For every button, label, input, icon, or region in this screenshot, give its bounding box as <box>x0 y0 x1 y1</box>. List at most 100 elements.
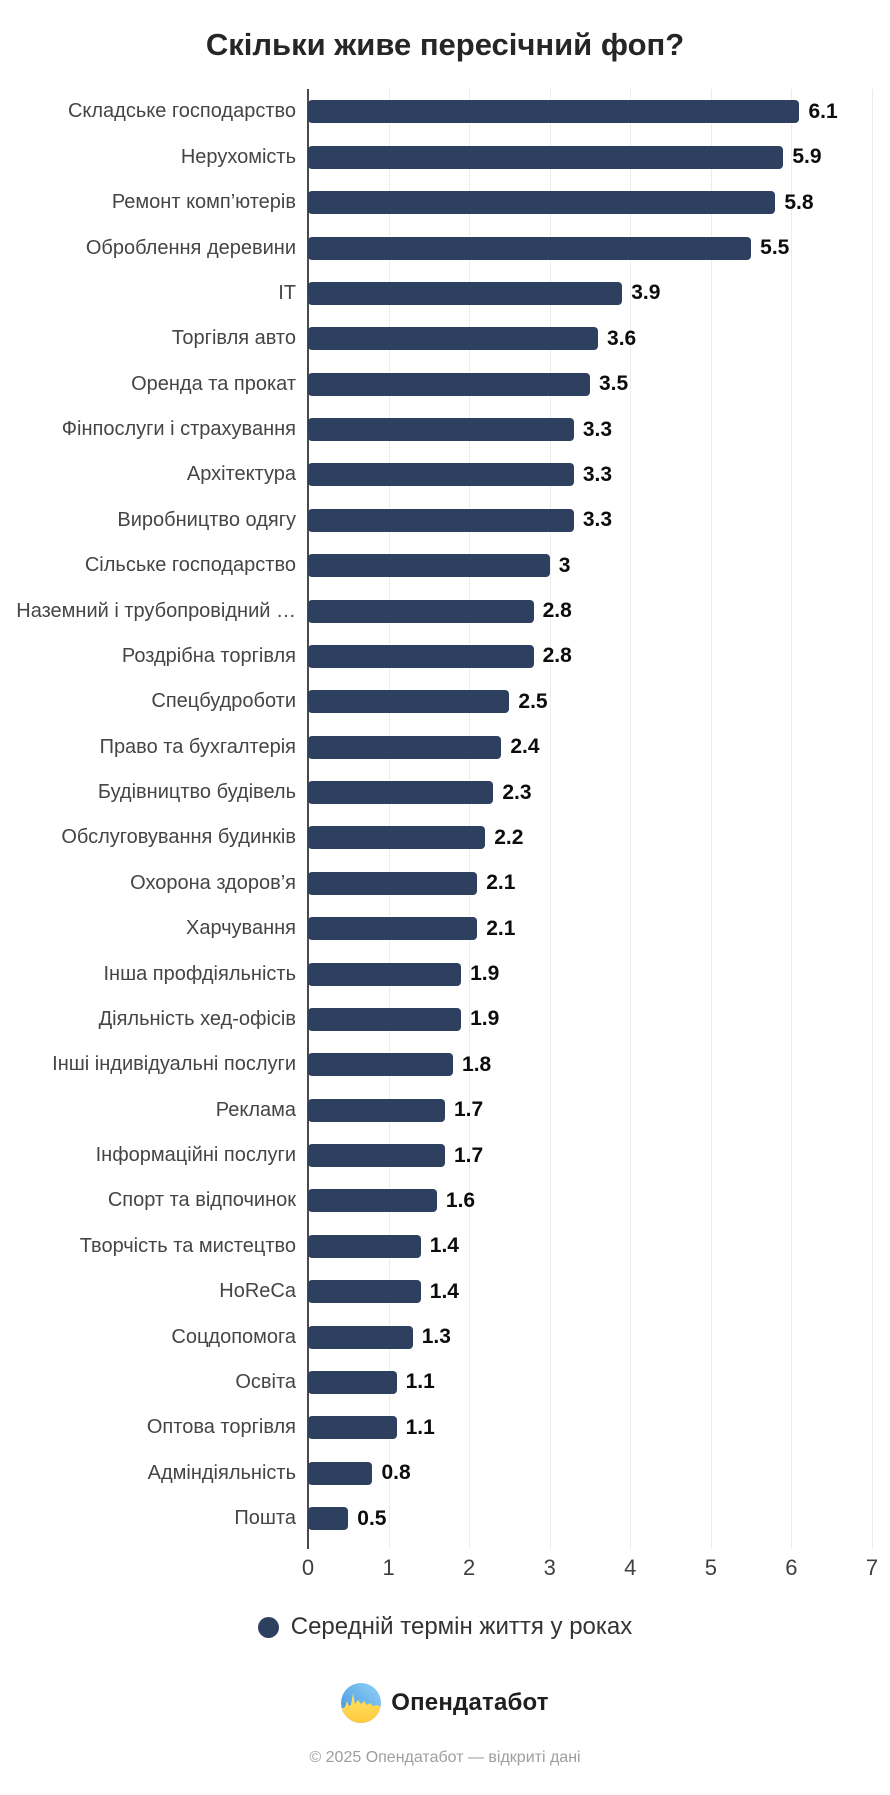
bar-value-label: 1.9 <box>470 962 500 985</box>
chart-row: Інша профдіяльність 1.9 <box>0 951 890 996</box>
bar <box>308 281 623 305</box>
bar-track: 1.3 <box>308 1325 872 1349</box>
category-label: Спорт та відпочинок <box>107 1189 296 1212</box>
brand-name: Опендатабот <box>391 1689 549 1717</box>
category-label: Освіта <box>235 1370 296 1393</box>
x-axis: 0 1 2 3 4 5 6 7 <box>302 1541 878 1589</box>
bar-track: 1.8 <box>308 1053 872 1077</box>
bar <box>308 1053 454 1077</box>
bar-track: 2.2 <box>308 826 872 850</box>
footer-brand: Опендатабот <box>0 1683 890 1724</box>
bar-value-label: 5.8 <box>784 190 814 214</box>
bar-track: 5.8 <box>308 191 872 215</box>
bar <box>308 1144 445 1167</box>
category-label: Торгівля авто <box>171 327 296 350</box>
bar-value-label: 0.5 <box>357 1506 387 1530</box>
bar <box>308 962 462 986</box>
chart-row: Роздрібна торгівля 2.8 <box>0 634 890 679</box>
bar-track: 1.9 <box>308 962 872 986</box>
bar <box>308 1280 421 1304</box>
bar-value-label: 3.5 <box>599 372 629 396</box>
bar <box>308 1461 373 1485</box>
bar-value-label: 3 <box>558 553 571 577</box>
category-label: Пошта <box>234 1507 296 1529</box>
category-label: Право та бухгалтерія <box>99 735 296 758</box>
x-tick-label: 4 <box>624 1555 637 1581</box>
bar-value-label: 3.3 <box>582 462 613 486</box>
category-label: Наземний і трубопровідний … <box>16 599 296 622</box>
category-label: Фінпослуги і страхування <box>61 418 296 440</box>
category-label: Інформаційні послуги <box>95 1144 296 1166</box>
chart-row: Харчування 2.1 <box>0 906 890 951</box>
legend-label: Середній термін життя у роках <box>290 1613 633 1641</box>
chart-row: Інформаційні послуги 1.7 <box>0 1133 890 1178</box>
bar-value-label: 2.3 <box>502 780 532 804</box>
chart-row: Оброблення деревини 5.5 <box>0 225 890 270</box>
chart-row: Освіта 1.1 <box>0 1360 890 1405</box>
chart-row: Архітектура 3.3 <box>0 452 890 497</box>
category-label: Інші індивідуальні послуги <box>52 1053 296 1076</box>
category-label: HoReCa <box>219 1280 296 1303</box>
chart-row: Пошта 0.5 <box>0 1496 890 1541</box>
category-label: Сільське господарство <box>84 554 296 577</box>
category-label: Оптова торгівля <box>146 1416 296 1439</box>
chart-row: Інші індивідуальні послуги 1.8 <box>0 1042 890 1087</box>
bar-track: 1.6 <box>308 1189 872 1213</box>
chart-row: Спецбудроботи 2.5 <box>0 679 890 724</box>
chart-row: Будівництво будівель 2.3 <box>0 770 890 815</box>
bar <box>308 1507 349 1530</box>
x-tick-label: 6 <box>785 1555 798 1581</box>
x-tick-label: 0 <box>301 1555 315 1581</box>
chart-row: Сільське господарство 3 <box>0 543 890 588</box>
bar-value-label: 1.1 <box>405 1415 435 1439</box>
bar <box>308 781 494 804</box>
bar-value-label: 2.8 <box>542 599 572 622</box>
bar-value-label: 1.3 <box>421 1325 451 1348</box>
bar-track: 3 <box>308 554 872 578</box>
bar-track: 3.9 <box>308 281 872 305</box>
bar-track: 1.7 <box>308 1098 872 1122</box>
category-label: Оброблення деревини <box>85 236 296 259</box>
bar <box>308 1234 421 1258</box>
bar-value-label: 2.2 <box>494 825 524 849</box>
category-label: Обслуговування будинків <box>61 826 296 849</box>
bar-value-label: 2.1 <box>486 871 516 895</box>
opendatabot-logo-icon <box>341 1683 382 1724</box>
bar-track: 2.8 <box>308 644 872 668</box>
chart-row: Складське господарство 6.1 <box>0 89 890 134</box>
chart-row: Оптова торгівля 1.1 <box>0 1405 890 1450</box>
category-label: Нерухомість <box>180 145 296 168</box>
x-tick-label: 5 <box>704 1555 717 1581</box>
bar-value-label: 2.4 <box>510 735 540 759</box>
bar <box>308 1325 413 1349</box>
bar <box>308 1189 437 1213</box>
bar <box>308 327 599 351</box>
bar <box>308 690 510 714</box>
bar-track: 1.9 <box>308 1007 872 1031</box>
category-label: Роздрібна торгівля <box>121 644 296 667</box>
bar-track: 0.5 <box>308 1507 872 1531</box>
x-tick-label: 3 <box>543 1555 556 1581</box>
category-label: Виробництво одягу <box>117 508 296 531</box>
bar-track: 2.5 <box>308 690 872 714</box>
bar-track: 3.3 <box>308 508 872 532</box>
bar-value-label: 2.5 <box>518 689 548 713</box>
category-label: Соцдопомога <box>171 1325 296 1348</box>
bar <box>308 1007 462 1031</box>
bar <box>308 372 590 396</box>
bar <box>308 418 574 441</box>
legend-color-dot-icon <box>257 1616 279 1638</box>
bar <box>308 735 502 759</box>
bar-track: 5.5 <box>308 236 872 260</box>
category-label: Будівництво будівель <box>97 781 296 803</box>
bar <box>308 1098 445 1122</box>
bar-value-label: 3.3 <box>582 508 613 532</box>
bar-value-label: 6.1 <box>808 99 838 123</box>
chart-row: Діяльність хед-офісів 1.9 <box>0 997 890 1042</box>
bar-value-label: 2.1 <box>486 916 516 940</box>
bar-value-label: 1.8 <box>462 1052 492 1076</box>
category-label: Складське господарство <box>67 100 296 123</box>
category-label: Інша профдіяльність <box>103 962 296 985</box>
legend: Середній термін життя у роках <box>0 1613 890 1641</box>
